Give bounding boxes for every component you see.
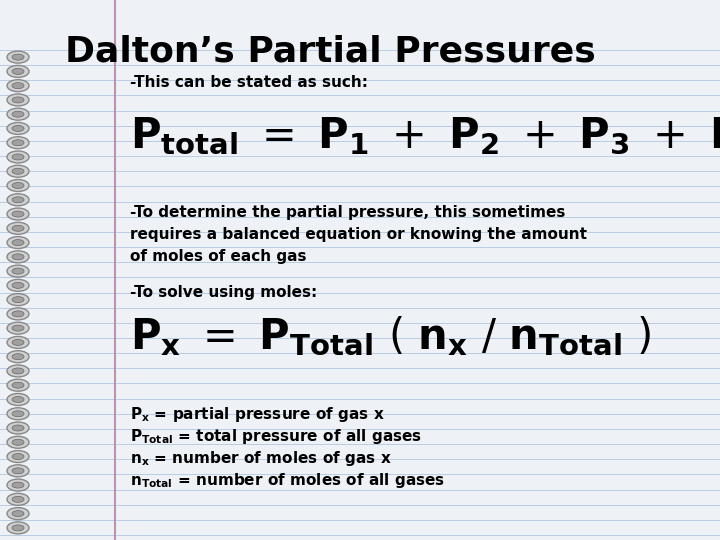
Ellipse shape — [12, 54, 24, 60]
Text: -This can be stated as such:: -This can be stated as such: — [130, 75, 368, 90]
Ellipse shape — [12, 197, 24, 203]
Ellipse shape — [12, 439, 24, 446]
Text: Dalton’s Partial Pressures: Dalton’s Partial Pressures — [65, 35, 595, 69]
Text: requires a balanced equation or knowing the amount: requires a balanced equation or knowing … — [130, 227, 587, 242]
Ellipse shape — [12, 311, 24, 317]
Ellipse shape — [7, 80, 29, 92]
Ellipse shape — [7, 336, 29, 348]
Text: of moles of each gas: of moles of each gas — [130, 249, 307, 264]
Ellipse shape — [7, 365, 29, 377]
Ellipse shape — [7, 194, 29, 206]
Ellipse shape — [7, 308, 29, 320]
Ellipse shape — [7, 123, 29, 134]
Ellipse shape — [12, 425, 24, 431]
Ellipse shape — [7, 208, 29, 220]
Ellipse shape — [7, 479, 29, 491]
Ellipse shape — [12, 382, 24, 388]
Ellipse shape — [7, 179, 29, 192]
Ellipse shape — [12, 354, 24, 360]
Ellipse shape — [12, 97, 24, 103]
Ellipse shape — [7, 422, 29, 434]
Ellipse shape — [7, 350, 29, 363]
Ellipse shape — [12, 125, 24, 131]
Ellipse shape — [7, 222, 29, 234]
Ellipse shape — [7, 294, 29, 306]
Ellipse shape — [12, 296, 24, 302]
Ellipse shape — [7, 322, 29, 334]
Ellipse shape — [12, 368, 24, 374]
Ellipse shape — [7, 108, 29, 120]
Ellipse shape — [12, 511, 24, 517]
Ellipse shape — [12, 183, 24, 188]
Text: $\mathbf{P}_{\mathbf{x}}\ =\ \mathbf{P}_{\mathbf{Total}}\ (\ \mathbf{n}_{\mathbf: $\mathbf{P}_{\mathbf{x}}\ =\ \mathbf{P}_… — [130, 315, 652, 358]
Ellipse shape — [12, 225, 24, 231]
Ellipse shape — [12, 325, 24, 331]
Ellipse shape — [12, 111, 24, 117]
Ellipse shape — [7, 65, 29, 77]
Ellipse shape — [12, 168, 24, 174]
Ellipse shape — [7, 436, 29, 448]
Ellipse shape — [7, 165, 29, 177]
Text: $\mathbf{n}_{\mathbf{x}}$ = number of moles of gas x: $\mathbf{n}_{\mathbf{x}}$ = number of mo… — [130, 449, 392, 468]
Ellipse shape — [7, 450, 29, 463]
Ellipse shape — [12, 268, 24, 274]
Ellipse shape — [7, 394, 29, 406]
Ellipse shape — [12, 140, 24, 146]
Ellipse shape — [12, 525, 24, 531]
Ellipse shape — [7, 494, 29, 505]
Ellipse shape — [12, 254, 24, 260]
Text: -To solve using moles:: -To solve using moles: — [130, 285, 318, 300]
Ellipse shape — [12, 454, 24, 460]
Ellipse shape — [7, 279, 29, 292]
Ellipse shape — [12, 211, 24, 217]
Ellipse shape — [7, 522, 29, 534]
Ellipse shape — [12, 240, 24, 246]
Ellipse shape — [12, 396, 24, 402]
Ellipse shape — [7, 51, 29, 63]
Ellipse shape — [7, 508, 29, 519]
Ellipse shape — [12, 411, 24, 417]
Ellipse shape — [7, 137, 29, 148]
Ellipse shape — [7, 151, 29, 163]
Ellipse shape — [7, 379, 29, 391]
Text: -To determine the partial pressure, this sometimes: -To determine the partial pressure, this… — [130, 205, 565, 220]
Ellipse shape — [12, 340, 24, 346]
Text: $\mathbf{P}_{\mathbf{Total}}$ = total pressure of all gases: $\mathbf{P}_{\mathbf{Total}}$ = total pr… — [130, 427, 422, 446]
Ellipse shape — [12, 282, 24, 288]
Ellipse shape — [7, 408, 29, 420]
Ellipse shape — [7, 265, 29, 277]
Ellipse shape — [12, 496, 24, 502]
Ellipse shape — [7, 94, 29, 106]
Text: $\mathbf{n}_{\mathbf{Total}}$ = number of moles of all gases: $\mathbf{n}_{\mathbf{Total}}$ = number o… — [130, 471, 445, 490]
Text: $\mathbf{P}_{\mathbf{x}}$ = partial pressure of gas x: $\mathbf{P}_{\mathbf{x}}$ = partial pres… — [130, 405, 384, 424]
Text: $\mathbf{P}_{\mathbf{total}}\ =\ \mathbf{P}_{\mathbf{1}}\ +\ \mathbf{P}_{\mathbf: $\mathbf{P}_{\mathbf{total}}\ =\ \mathbf… — [130, 115, 720, 157]
Ellipse shape — [12, 482, 24, 488]
Ellipse shape — [12, 83, 24, 89]
Ellipse shape — [7, 237, 29, 248]
Ellipse shape — [12, 468, 24, 474]
Ellipse shape — [12, 154, 24, 160]
Ellipse shape — [12, 69, 24, 75]
Ellipse shape — [7, 465, 29, 477]
Ellipse shape — [7, 251, 29, 263]
